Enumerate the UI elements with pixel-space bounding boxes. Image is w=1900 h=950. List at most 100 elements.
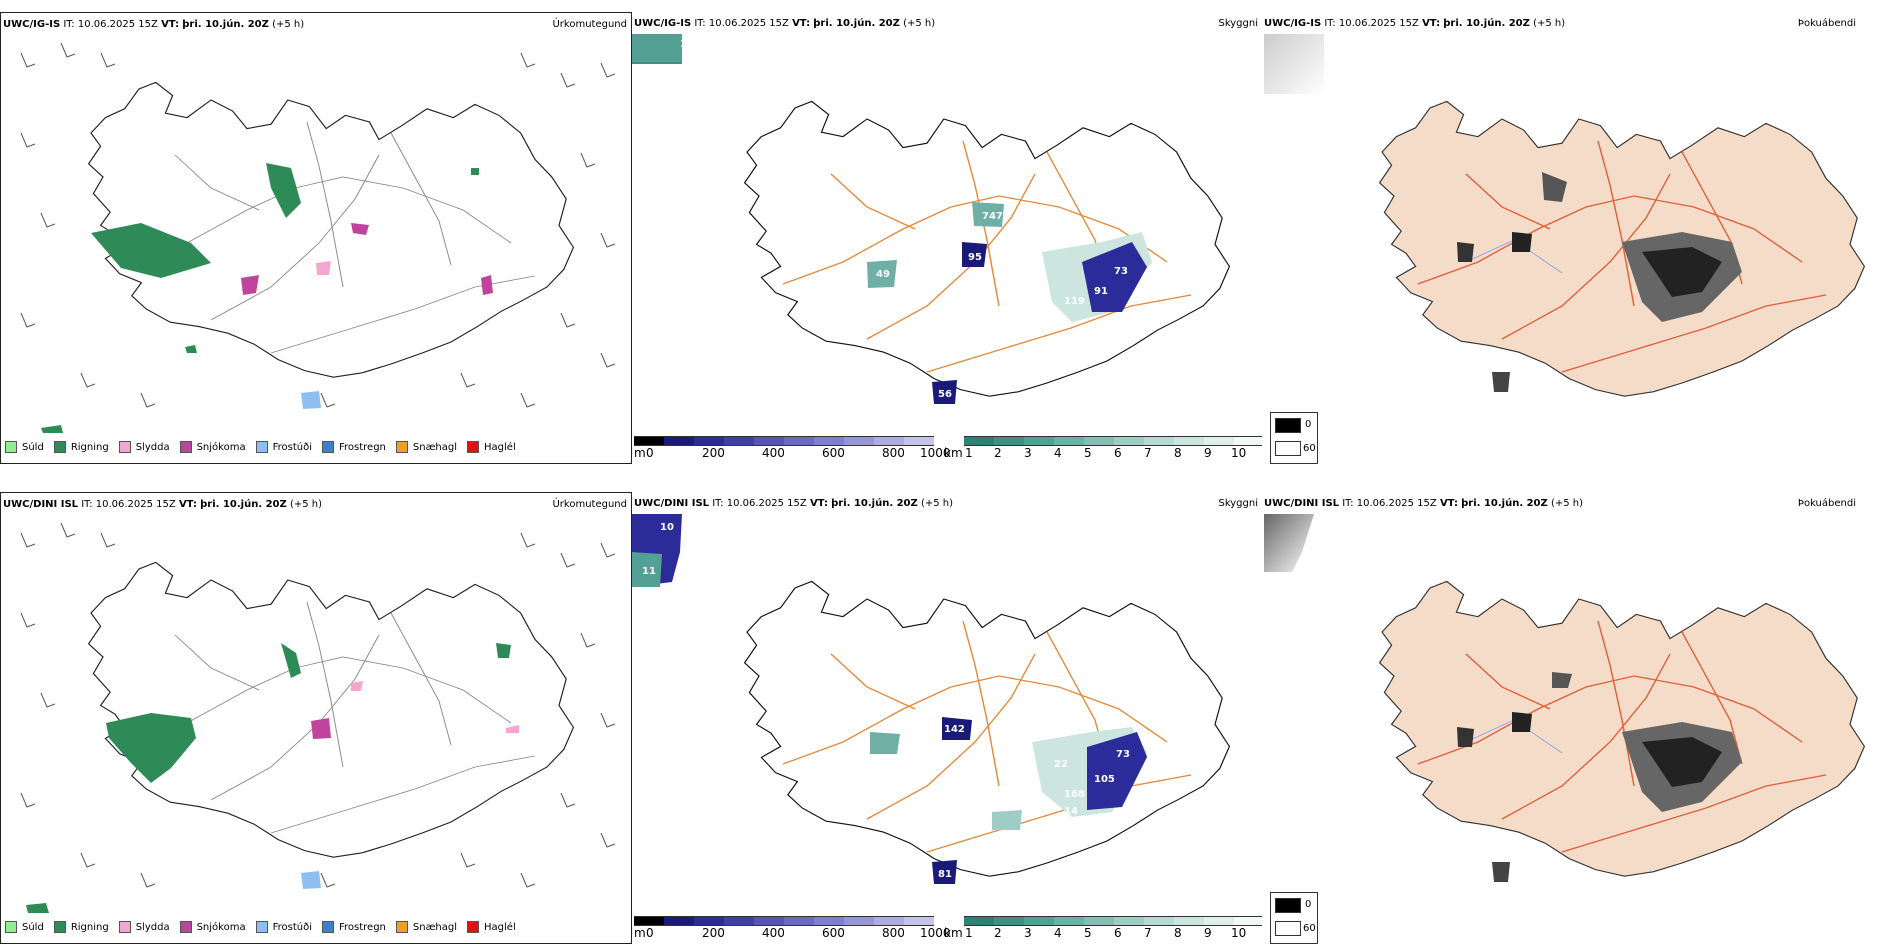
legend-item-0: Súld — [5, 441, 44, 453]
legend-swatch — [395, 921, 408, 933]
cbar-m-unit: m — [634, 926, 646, 940]
colorbar-segment — [1114, 916, 1144, 926]
cbar-m-tick: 200 — [702, 446, 725, 460]
colorbar-segment — [1174, 436, 1204, 446]
fog-legend-white — [1275, 921, 1301, 936]
precip-legend: Súld Rigning Slydda Snjókoma Frostúði Fr… — [5, 441, 526, 453]
cbar-km-tick: 7 — [1144, 926, 1152, 940]
cbar-km-tick: 8 — [1174, 446, 1182, 460]
colorbar-segment — [784, 436, 814, 446]
precip-map — [20, 42, 616, 433]
colorbar-segment — [1174, 916, 1204, 926]
cbar-m-tick: 200 — [702, 926, 725, 940]
colorbar-segment — [1024, 916, 1054, 926]
fog-areas — [1457, 172, 1742, 392]
fog-panel-top: UWC/IG-IS IT: 10.06.2025 15Z VT: þri. 10… — [1262, 12, 1900, 464]
legend-item-3: Snjókoma — [179, 441, 246, 453]
legend-swatch — [5, 441, 17, 453]
legend-item-2: Slydda — [118, 441, 170, 453]
cbar-km — [964, 916, 1262, 926]
precip-legend: Súld Rigning Slydda Snjókoma Frostúði Fr… — [5, 921, 526, 933]
panel-title: Skyggni — [1218, 18, 1258, 29]
cbar-km-tick: 9 — [1204, 926, 1212, 940]
fog-map — [1264, 514, 1866, 882]
legend-swatch — [118, 921, 131, 933]
colorbar-segment — [994, 916, 1024, 926]
svg-text:95: 95 — [968, 252, 982, 263]
cbar-km-tick: 1 — [965, 926, 973, 940]
legend-swatch — [179, 441, 192, 453]
panel-header: UWC/IG-IS IT: 10.06.2025 15Z VT: þri. 10… — [634, 18, 936, 29]
panel-title: Þokuábendi — [1797, 18, 1856, 29]
fog-panel-bottom: UWC/DINI ISL IT: 10.06.2025 15Z VT: þri.… — [1262, 492, 1900, 944]
colorbar-segment — [874, 436, 904, 446]
cloud-areas — [870, 717, 1147, 884]
cbar-m — [634, 916, 934, 926]
legend-item-6: Snæhagl — [395, 921, 457, 933]
colorbar-segment — [1144, 436, 1174, 446]
legend-swatch — [179, 921, 192, 933]
wind-barbs — [20, 522, 616, 888]
cbar-km-tick: 7 — [1144, 446, 1152, 460]
legend-item-2: Slydda — [118, 921, 170, 933]
cbar-m-tick: 800 — [882, 446, 905, 460]
cbar-km-tick: 2 — [994, 446, 1002, 460]
fog-legend-black — [1275, 418, 1301, 433]
colorbar-segment — [1204, 436, 1234, 446]
colorbar-segment — [814, 916, 844, 926]
svg-text:91: 91 — [1094, 286, 1108, 297]
colorbar-segment — [634, 436, 664, 446]
precip-map — [20, 522, 616, 913]
legend-swatch — [53, 441, 66, 453]
svg-text:73: 73 — [1116, 749, 1130, 760]
panel-title: Þokuábendi — [1797, 498, 1856, 509]
fog-legend-white — [1275, 441, 1301, 456]
cloud-colorbar: m 0 200 400 600 800 1000 km 1 2 3 4 5 6 … — [634, 916, 1262, 944]
cbar-km-tick: 3 — [1024, 446, 1032, 460]
cbar-km-tick: 2 — [994, 926, 1002, 940]
colorbar-segment — [964, 436, 994, 446]
colorbar-segment — [844, 916, 874, 926]
svg-text:105: 105 — [1094, 774, 1115, 785]
legend-item-1: Rigning — [53, 921, 109, 933]
fog-map — [1264, 34, 1866, 397]
cbar-m-tick: 400 — [762, 446, 785, 460]
colorbar-segment — [1024, 436, 1054, 446]
cbar-km-tick: 4 — [1054, 926, 1062, 940]
legend-item-4: Frostúði — [255, 441, 312, 453]
legend-swatch — [255, 441, 268, 453]
legend-item-7: Haglél — [467, 921, 516, 933]
cbar-m-tick: 800 — [882, 926, 905, 940]
fog-areas — [1457, 672, 1742, 882]
colorbar-segment — [694, 436, 724, 446]
colorbar-segment — [634, 916, 664, 926]
colorbar-segment — [664, 916, 694, 926]
legend-swatch — [53, 921, 66, 933]
cbar-km-tick: 8 — [1174, 926, 1182, 940]
panel-header: UWC/IG-IS IT: 10.06.2025 15Z VT: þri. 10… — [3, 19, 305, 30]
cloud-areas — [632, 34, 1152, 404]
svg-text:11: 11 — [642, 566, 656, 577]
cloud-colorbar: m 0 200 400 600 800 1000 km 1 2 3 4 5 6 … — [634, 436, 1262, 464]
colorbar-segment — [1054, 436, 1084, 446]
svg-text:168: 168 — [1064, 789, 1085, 800]
cbar-m-tick: 400 — [762, 926, 785, 940]
colorbar-segment — [814, 436, 844, 446]
panel-header: UWC/DINI ISL IT: 10.06.2025 15Z VT: þri.… — [3, 499, 323, 510]
cbar-km-tick: 6 — [1114, 926, 1122, 940]
panel-title: Úrkomutegund — [552, 19, 627, 30]
svg-text:747: 747 — [982, 211, 1003, 222]
cbar-km-tick: 3 — [1024, 926, 1032, 940]
cbar-m-unit: m — [634, 446, 646, 460]
cloud-map: 10 11 142 22 105 73 168 14 81 — [632, 514, 1231, 884]
legend-swatch — [395, 441, 408, 453]
svg-text:22: 22 — [1054, 759, 1068, 770]
colorbar-segment — [1084, 436, 1114, 446]
cloud-panel-bottom: UWC/DINI ISL IT: 10.06.2025 15Z VT: þri.… — [632, 492, 1262, 944]
cloud-value-labels: 10 11 142 22 105 73 168 14 81 — [642, 522, 1130, 880]
svg-text:119: 119 — [1064, 296, 1085, 307]
cbar-m — [634, 436, 934, 446]
wind-barbs — [20, 42, 616, 408]
svg-text:10: 10 — [660, 522, 674, 533]
colorbar-segment — [1234, 436, 1262, 446]
